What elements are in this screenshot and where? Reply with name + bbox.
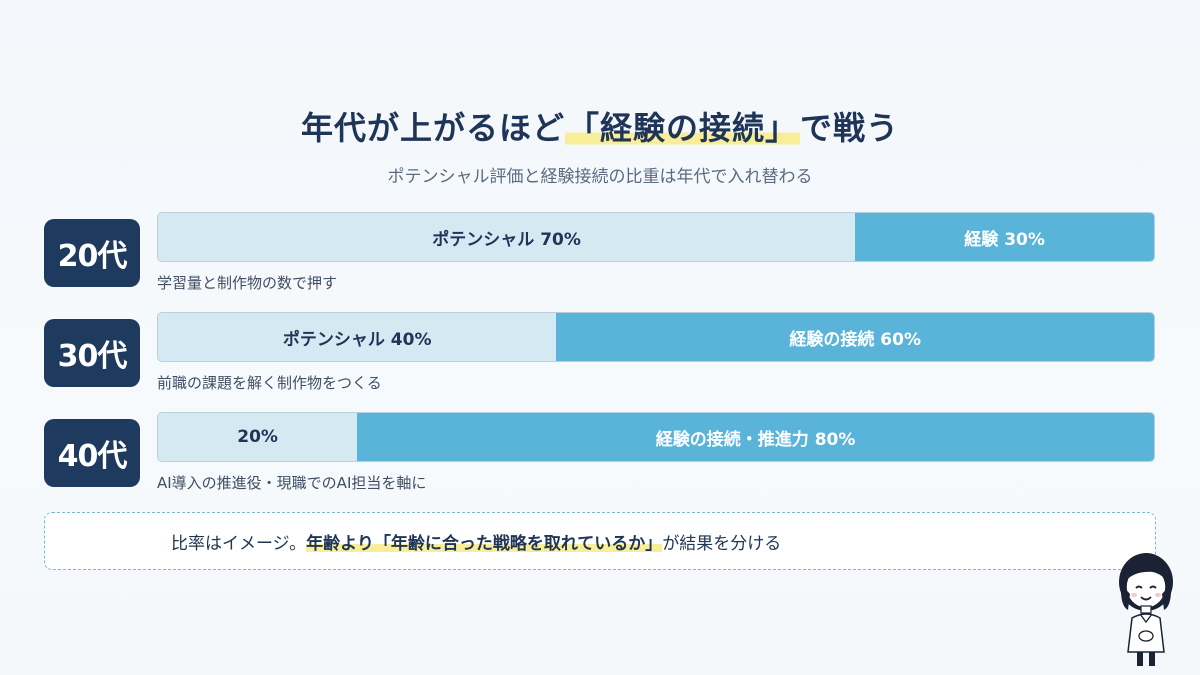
bar-note: 前職の課題を解く制作物をつくる [157,374,382,392]
woman-character-icon [1119,553,1173,666]
title-highlight: 「経験の接続」 [564,109,800,147]
bar-note: 学習量と制作物の数で押す [157,274,338,292]
bar-segment-experience: 経験の接続・推進力 80% [357,413,1154,461]
age-badge: 40代 [44,419,140,487]
age-badge: 30代 [44,319,140,387]
callout-emphasis: 年齢より「年齢に合った戦略を取れているか」 [306,528,663,554]
bar-segment-experience: 経験の接続 60% [556,313,1154,361]
bar-segment-experience: 経験 30% [855,213,1154,261]
stacked-bar: 20% 経験の接続・推進力 80% [157,412,1155,462]
bar-segment-potential: ポテンシャル 40% [158,313,557,361]
stacked-bar: ポテンシャル 40% 経験の接続 60% [157,312,1155,362]
callout-box: 比率はイメージ。 年齢より「年齢に合った戦略を取れているか」 が結果を分ける [44,512,1156,570]
callout-suffix: が結果を分ける [662,533,782,554]
page-title: 年代が上がるほど「経験の接続」で戦う [0,103,1200,149]
bar-segment-potential: 20% [158,413,358,461]
title-suffix: で戦う [800,109,900,147]
callout-prefix: 比率はイメージ。 [171,533,307,554]
bar-segment-potential: ポテンシャル 70% [158,213,856,261]
title-prefix: 年代が上がるほど [300,109,565,147]
age-badge: 20代 [44,219,140,287]
stacked-bar: ポテンシャル 70% 経験 30% [157,212,1155,262]
bar-note: AI導入の推進役・現職でのAI担当を軸に [157,474,427,492]
page-subtitle: ポテンシャル評価と経験接続の比重は年代で入れ替わる [387,167,813,187]
